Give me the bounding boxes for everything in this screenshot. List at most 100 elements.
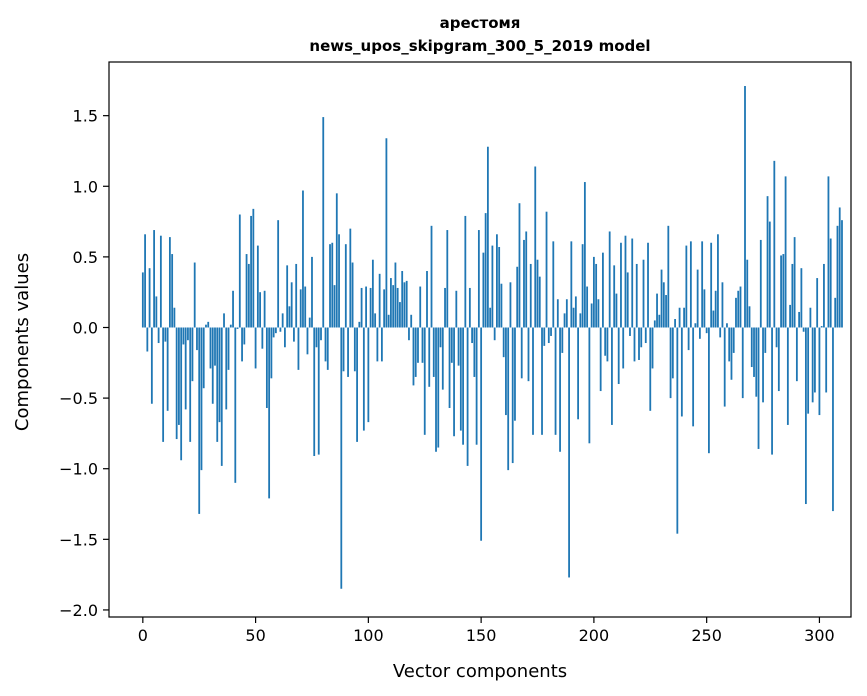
bar-170 xyxy=(525,231,528,328)
bar-207 xyxy=(608,231,611,328)
x-tick-label: 100 xyxy=(353,626,384,645)
bar-36 xyxy=(223,313,225,328)
bar-31 xyxy=(211,327,214,404)
bar-176 xyxy=(538,276,541,328)
x-tick-label: 150 xyxy=(466,626,497,645)
bar-110 xyxy=(390,278,392,328)
bar-97 xyxy=(360,287,363,328)
bar-245 xyxy=(694,323,697,328)
bar-26 xyxy=(200,327,203,471)
bar-184 xyxy=(556,299,559,328)
bar-303 xyxy=(825,327,828,393)
bar-5 xyxy=(153,230,155,328)
bar-92 xyxy=(349,228,352,328)
bar-90 xyxy=(344,244,347,328)
bar-177 xyxy=(541,327,543,435)
bar-41 xyxy=(234,327,237,483)
bar-294 xyxy=(804,327,807,505)
bar-120 xyxy=(412,327,415,386)
bar-50 xyxy=(254,327,257,369)
bar-185 xyxy=(559,327,561,452)
bar-77 xyxy=(315,327,318,348)
x-axis-ticks: 0 50 100 150 200 250 300 xyxy=(138,617,835,645)
bar-78 xyxy=(317,327,320,455)
bar-29 xyxy=(207,321,210,328)
bar-208 xyxy=(611,327,613,425)
bar-96 xyxy=(358,321,361,328)
bar-191 xyxy=(572,307,575,328)
bar-152 xyxy=(484,213,487,328)
bar-25 xyxy=(198,327,201,514)
bar-258 xyxy=(723,327,726,407)
bar-292 xyxy=(800,268,803,328)
bar-188 xyxy=(565,299,568,328)
bar-180 xyxy=(547,327,550,344)
bar-39 xyxy=(229,324,232,328)
bar-297 xyxy=(811,327,814,403)
plot-frame xyxy=(108,61,852,618)
bar-284 xyxy=(782,254,785,328)
bar-301 xyxy=(820,326,823,328)
bar-248 xyxy=(701,241,704,328)
bar-254 xyxy=(714,290,717,328)
bar-142 xyxy=(462,327,464,445)
bar-285 xyxy=(784,176,787,328)
y-tick-label: −1.0 xyxy=(59,460,98,479)
bar-200 xyxy=(592,256,595,328)
bar-237 xyxy=(676,327,679,534)
bar-105 xyxy=(378,273,381,328)
bar-234 xyxy=(669,327,672,399)
bar-256 xyxy=(719,327,722,338)
bar-23 xyxy=(193,262,196,328)
bar-99 xyxy=(365,286,367,328)
bar-140 xyxy=(457,327,460,366)
bar-48 xyxy=(250,215,252,328)
bar-84 xyxy=(331,242,334,328)
bar-289 xyxy=(793,237,796,328)
bar-210 xyxy=(615,293,618,328)
bar-209 xyxy=(613,265,616,328)
bar-76 xyxy=(313,327,316,457)
bar-224 xyxy=(647,242,649,328)
bar-215 xyxy=(626,272,629,328)
bar-70 xyxy=(299,289,302,328)
x-axis-label: Vector components xyxy=(393,661,567,682)
bar-149 xyxy=(477,230,480,328)
bar-271 xyxy=(753,327,755,377)
bar-244 xyxy=(692,327,695,427)
bar-213 xyxy=(622,327,625,369)
bar-310 xyxy=(841,220,843,328)
bar-304 xyxy=(827,176,830,328)
bar-126 xyxy=(426,271,428,328)
bar-124 xyxy=(421,327,424,363)
bar-0 xyxy=(141,272,144,328)
bar-122 xyxy=(417,327,419,363)
bar-265 xyxy=(739,286,742,328)
bar-66 xyxy=(290,282,293,328)
bar-79 xyxy=(320,327,322,341)
bar-22 xyxy=(191,327,194,382)
bar-4 xyxy=(150,327,153,404)
bar-192 xyxy=(574,296,577,328)
bar-40 xyxy=(232,290,234,328)
bar-274 xyxy=(759,239,762,328)
bar-286 xyxy=(786,327,789,425)
bar-61 xyxy=(279,327,282,332)
bar-259 xyxy=(726,323,728,328)
bar-302 xyxy=(823,263,825,328)
bar-10 xyxy=(164,327,167,342)
bar-129 xyxy=(432,327,435,377)
bar-308 xyxy=(836,225,839,328)
x-tick-label: 50 xyxy=(245,626,265,645)
bar-46 xyxy=(245,254,248,328)
bar-119 xyxy=(410,314,413,328)
bar-199 xyxy=(590,303,593,328)
y-tick-label: −1.5 xyxy=(59,530,98,549)
bar-268 xyxy=(746,259,749,328)
bar-172 xyxy=(529,263,532,328)
bar-135 xyxy=(446,230,449,328)
bar-125 xyxy=(423,327,426,435)
bar-242 xyxy=(687,327,690,351)
bar-38 xyxy=(227,327,230,370)
